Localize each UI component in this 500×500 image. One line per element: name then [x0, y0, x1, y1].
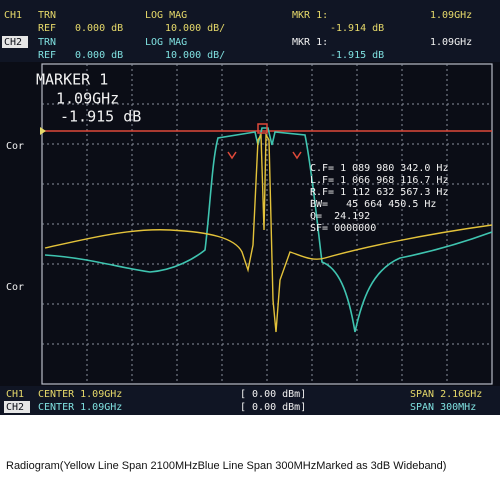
- ch1-trace: [44, 132, 493, 333]
- ch2-power: [ 0.00 dBm]: [240, 402, 306, 413]
- marker-title: MARKER 1: [36, 71, 108, 89]
- ch2-scale-type: LOG MAG: [145, 37, 187, 48]
- ch1-scale-type: LOG MAG: [145, 10, 187, 21]
- ch2-ref-value: 0.000 dB: [75, 50, 123, 61]
- ch1-marker-value: -1.914 dB: [330, 23, 384, 34]
- ch2-trace: [44, 127, 493, 333]
- graticule: [41, 63, 493, 385]
- marker-right: [292, 151, 302, 160]
- ch2-active-box: [2, 36, 28, 48]
- ch2-ref: REF: [38, 50, 56, 61]
- ch2-footer-box: [4, 401, 30, 413]
- footer-panel: [0, 386, 500, 415]
- ch1-center: CENTER 1.09GHz: [38, 389, 122, 400]
- caption: Radiogram(Yellow Line Span 2100MHzBlue L…: [6, 460, 446, 472]
- readout-cf: C.F= 1 089 980 342.0 Hz: [310, 163, 448, 174]
- ch2-span: SPAN 300MHz: [410, 402, 476, 413]
- ch2-marker-freq: 1.09GHz: [430, 37, 472, 48]
- marker-1: [257, 123, 268, 134]
- ch1-scale: 10.000 dB/: [165, 23, 225, 34]
- ch2-marker: MKR 1:: [292, 37, 328, 48]
- marker-level: -1.915 dB: [60, 108, 141, 126]
- ch2-scale: 10.000 dB/: [165, 50, 225, 61]
- ch2-footer-channel: CH2: [6, 402, 24, 413]
- ch1-marker-freq: 1.09GHz: [430, 10, 472, 21]
- readout-rf: R.F= 1 112 632 567.3 Hz: [310, 187, 448, 198]
- ch1-power: [ 0.00 dBm]: [240, 389, 306, 400]
- ch1-footer-channel: CH1: [6, 389, 24, 400]
- ch1-marker: MKR 1:: [292, 10, 328, 21]
- ch1-format: TRN: [38, 10, 56, 21]
- ch1-label: CH1: [4, 10, 22, 21]
- ch2-marker-value: -1.915 dB: [330, 50, 384, 61]
- ch2-label: CH2: [4, 37, 22, 48]
- header-panel: [0, 0, 500, 62]
- readout-bw: BW= 45 664 450.5 Hz: [310, 199, 436, 210]
- left-label-1: Cor: [6, 141, 24, 152]
- filter-readout: C.F= 1 089 980 342.0 Hz L.F= 1 066 968 1…: [310, 163, 448, 234]
- marker-left: [227, 151, 237, 160]
- ref-pointer: [40, 127, 46, 135]
- readout-q: Q= 24.192: [310, 211, 370, 222]
- readout-lf: L.F= 1 066 968 116.7 Hz: [310, 175, 448, 186]
- marker-frequency: 1.09GHz: [56, 90, 119, 108]
- ch2-format: TRN: [38, 37, 56, 48]
- screen: [0, 0, 500, 415]
- left-label-2: Cor: [6, 282, 24, 293]
- ch1-span: SPAN 2.16GHz: [410, 389, 482, 400]
- grid-lines: [42, 64, 492, 384]
- ch1-ref-value: 0.000 dB: [75, 23, 123, 34]
- ch2-center: CENTER 1.09GHz: [38, 402, 122, 413]
- ch1-ref: REF: [38, 23, 56, 34]
- readout-sf: SF= 0000000: [310, 223, 376, 234]
